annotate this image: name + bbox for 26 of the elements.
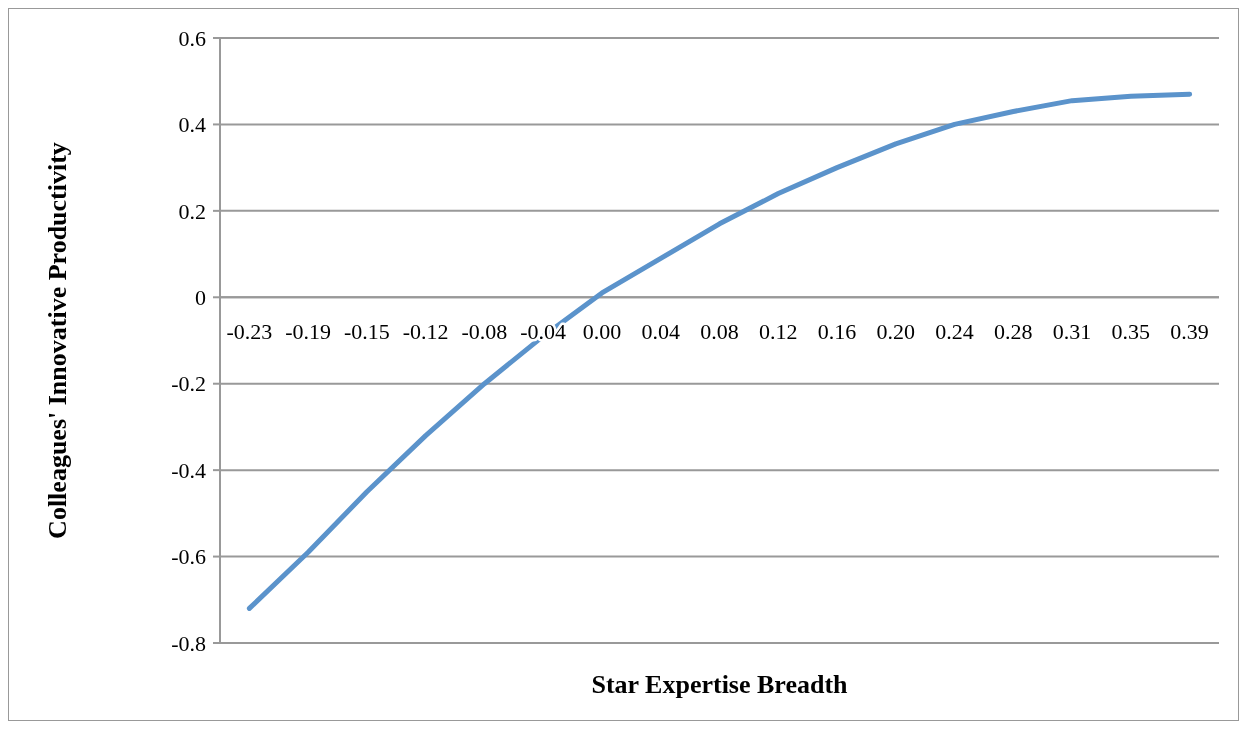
y-tick-label: 0.6: [178, 25, 206, 51]
x-tick-label: -0.15: [344, 319, 390, 345]
x-tick-label: 0.28: [994, 319, 1033, 345]
x-tick-label: -0.08: [461, 319, 508, 345]
x-tick-label: 0.20: [876, 319, 916, 345]
x-tick-label: 0.39: [1170, 319, 1209, 345]
y-tick-label: -0.8: [171, 630, 206, 656]
x-tick-label: 0.12: [759, 319, 798, 345]
x-tick-label: -0.12: [402, 319, 449, 345]
x-tick-label: 0.00: [582, 319, 622, 345]
y-axis-title: Colleagues' Innovative Productivity: [43, 142, 72, 539]
x-tick-label: 0.08: [700, 319, 739, 345]
y-tick-label: 0: [195, 284, 206, 310]
x-tick-label: 0.04: [641, 319, 680, 345]
x-tick-label: 0.16: [817, 319, 857, 345]
y-tick-label: -0.6: [171, 544, 206, 570]
x-tick-label: -0.23: [226, 319, 273, 345]
x-tick-label: 0.35: [1111, 319, 1151, 345]
x-tick-label: 0.31: [1052, 319, 1092, 345]
y-tick-label: -0.4: [171, 457, 206, 483]
y-tick-label: 0.2: [178, 198, 206, 224]
x-axis-title: Star Expertise Breadth: [591, 670, 849, 699]
y-tick-label: -0.2: [171, 371, 206, 397]
x-tick-label: 0.24: [935, 319, 974, 345]
x-tick-label: -0.19: [285, 319, 332, 345]
y-tick-label: 0.4: [178, 112, 206, 138]
